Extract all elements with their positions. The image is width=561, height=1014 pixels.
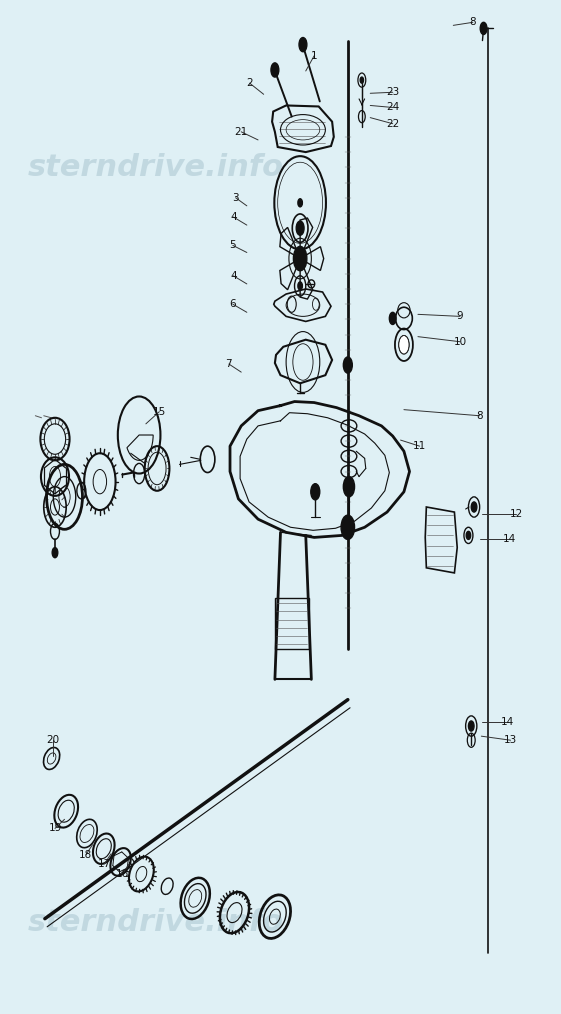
Circle shape — [480, 22, 487, 34]
Text: 4: 4 — [230, 212, 237, 222]
Text: 6: 6 — [229, 299, 236, 309]
Circle shape — [468, 721, 474, 731]
Text: 8: 8 — [470, 17, 476, 27]
Bar — [275, 598, 309, 649]
Text: 7: 7 — [226, 359, 232, 369]
Circle shape — [399, 336, 409, 354]
Circle shape — [311, 484, 320, 500]
Circle shape — [52, 548, 58, 558]
Text: 10: 10 — [453, 337, 467, 347]
Circle shape — [299, 38, 307, 52]
Text: 2: 2 — [246, 78, 253, 88]
Circle shape — [389, 312, 396, 324]
Circle shape — [298, 282, 302, 290]
Circle shape — [471, 502, 477, 512]
Text: 15: 15 — [153, 407, 166, 417]
Text: 24: 24 — [386, 102, 399, 113]
Circle shape — [298, 199, 302, 207]
Circle shape — [399, 336, 409, 354]
Circle shape — [466, 531, 471, 539]
Text: 18: 18 — [79, 850, 93, 860]
Text: 14: 14 — [501, 717, 514, 727]
Text: 4: 4 — [230, 271, 237, 281]
Text: 3: 3 — [232, 193, 239, 203]
Circle shape — [343, 357, 352, 373]
Text: 19: 19 — [48, 823, 62, 834]
Text: 23: 23 — [386, 87, 399, 97]
Text: 12: 12 — [509, 509, 523, 519]
Text: 5: 5 — [229, 240, 236, 250]
Circle shape — [293, 246, 307, 271]
Circle shape — [343, 477, 355, 497]
Circle shape — [341, 515, 355, 539]
Text: 13: 13 — [504, 735, 517, 745]
Circle shape — [271, 63, 279, 77]
Text: 9: 9 — [457, 311, 463, 321]
Text: 22: 22 — [386, 119, 399, 129]
Circle shape — [296, 221, 304, 235]
Text: sterndrive.info: sterndrive.info — [28, 153, 284, 182]
Text: sterndrive.info: sterndrive.info — [28, 909, 284, 937]
Text: 16: 16 — [116, 869, 129, 879]
Text: 14: 14 — [503, 534, 516, 545]
Text: 20: 20 — [47, 735, 60, 745]
Text: 8: 8 — [476, 411, 483, 421]
Circle shape — [360, 77, 364, 83]
Text: 11: 11 — [413, 441, 426, 451]
Text: 21: 21 — [234, 127, 248, 137]
Text: 17: 17 — [98, 859, 111, 869]
Text: 1: 1 — [311, 51, 318, 61]
